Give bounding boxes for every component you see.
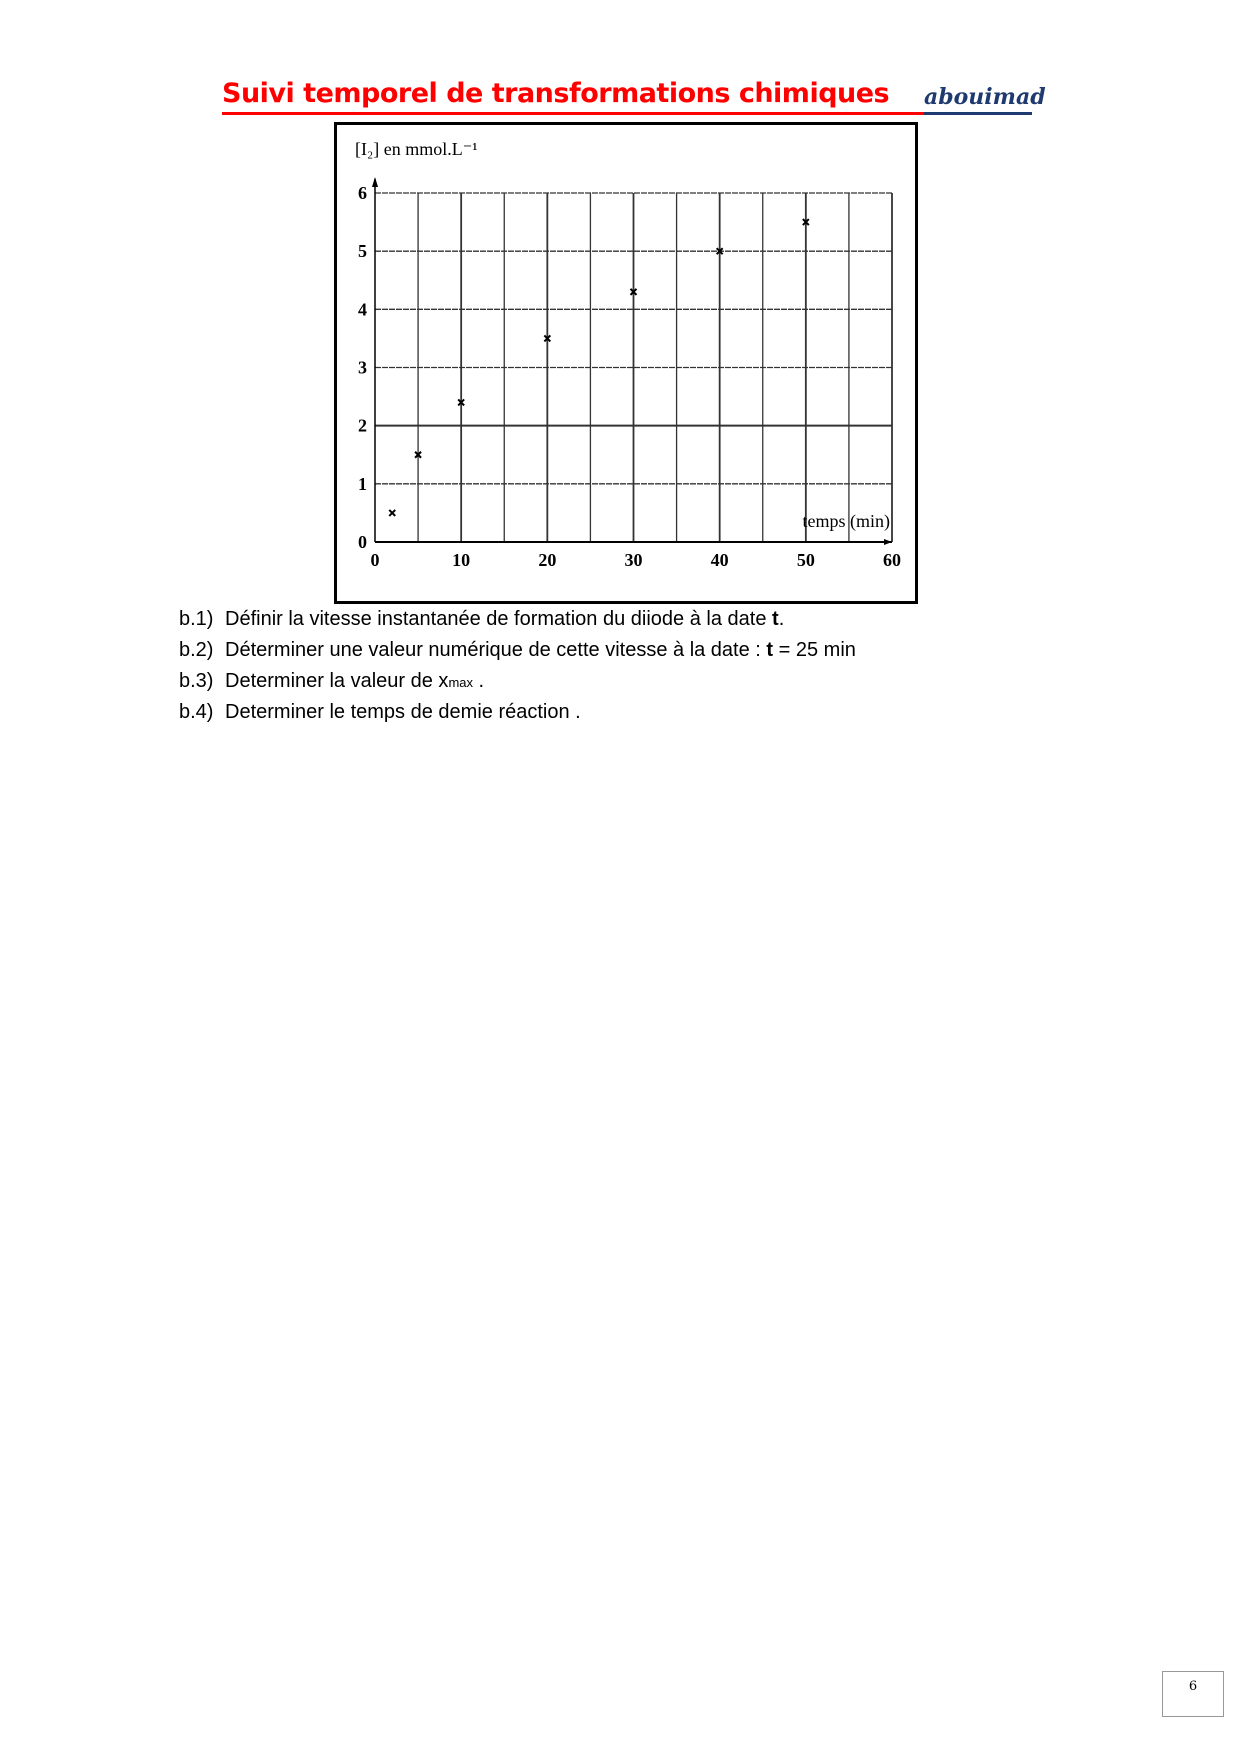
question-subscript: max [448, 675, 473, 690]
y-tick-label: 3 [358, 358, 367, 378]
y-tick-label: 1 [358, 474, 367, 494]
data-point [802, 218, 810, 226]
data-point [629, 288, 638, 296]
logo-underline [924, 112, 1032, 115]
question-text: Déterminer une valeur numérique de cette… [225, 639, 767, 661]
question-b3: b.3) Determiner la valeur de xmax . [179, 670, 484, 693]
logo: abouimad [924, 84, 1046, 110]
data-point [715, 247, 724, 255]
scatter-chart: 0 10 20 30 40 50 60 0 1 2 3 4 5 6 [I₂] en mmol.L⁻¹ temp… [355, 139, 901, 570]
y-tick-label: 5 [358, 241, 367, 261]
x-tick-label: 20 [538, 550, 556, 570]
title-underline [222, 112, 924, 115]
question-text-after: . [473, 670, 485, 692]
question-b1: b.1) Définir la vitesse instantanée de fo… [179, 608, 784, 631]
data-point [414, 451, 422, 459]
data-point [543, 334, 552, 343]
page-number: 6 [1162, 1671, 1224, 1717]
data-point [388, 509, 396, 517]
question-number: b.1) [179, 608, 214, 630]
y-tick-label: 4 [358, 299, 367, 319]
question-text-after: . [778, 608, 785, 630]
question-b2: b.2) Déterminer une valeur numérique de c… [179, 639, 856, 662]
x-tick-label: 10 [452, 550, 470, 570]
data-point [457, 398, 465, 407]
y-axis-label: [I₂] en mmol.L⁻¹ [355, 139, 478, 159]
question-text: Définir la vitesse instantanée de format… [225, 608, 773, 630]
x-axis-arrow [884, 539, 892, 545]
question-number: b.3) [179, 670, 214, 692]
question-number: b.4) [179, 701, 214, 723]
question-number: b.2) [179, 639, 214, 661]
question-text: Determiner le temps de demie réaction . [225, 701, 581, 723]
question-bold: t [772, 608, 779, 630]
question-b4: b.4) Determiner le temps de demie réactio… [179, 701, 581, 724]
chart-frame: 0 10 20 30 40 50 60 0 1 2 3 4 5 6 [I₂] en mmol.L⁻¹ temp… [334, 122, 918, 604]
question-text-after: = 25 min [773, 639, 856, 661]
x-tick-label: 60 [883, 550, 901, 570]
x-tick-label: 40 [711, 550, 729, 570]
y-axis-arrow [372, 177, 378, 187]
page-title: Suivi temporel de transformations chimiq… [222, 78, 890, 109]
question-text: Determiner la valeur de x [225, 670, 449, 692]
x-tick-label: 30 [625, 550, 643, 570]
y-tick-label: 0 [358, 532, 367, 552]
question-bold: t [766, 639, 774, 661]
x-tick-label: 0 [371, 550, 380, 570]
y-tick-label: 6 [358, 183, 367, 203]
x-axis-label: temps (min) [803, 511, 891, 532]
y-tick-label: 2 [358, 416, 367, 436]
x-tick-label: 50 [797, 550, 815, 570]
